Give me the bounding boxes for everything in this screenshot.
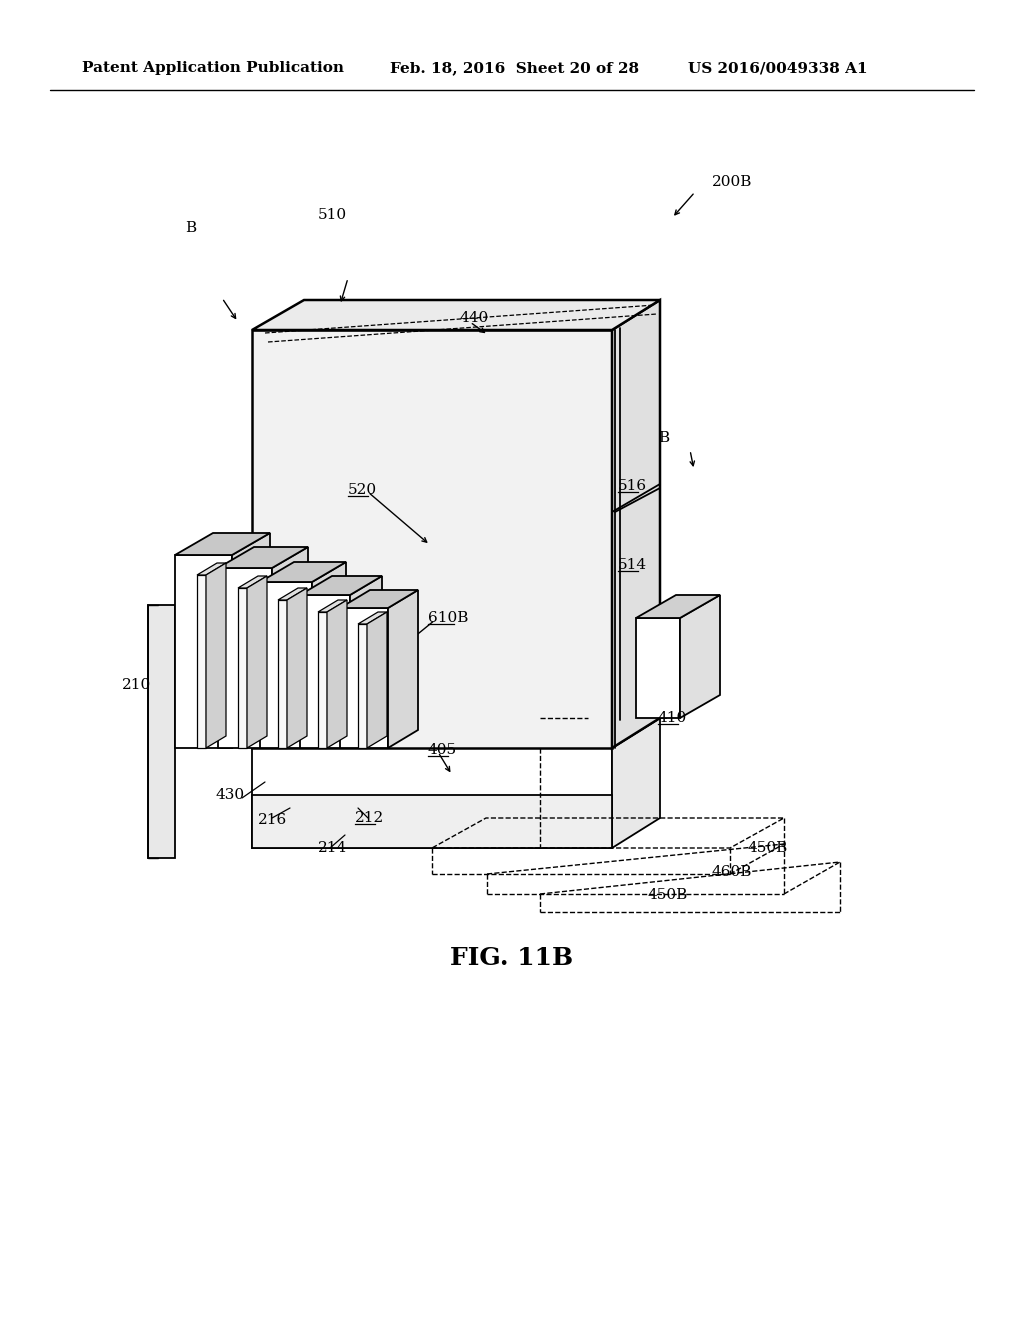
Text: 216: 216 [258, 813, 288, 828]
Text: 200B: 200B [712, 176, 753, 189]
Text: 450B: 450B [748, 841, 788, 855]
Text: 510: 510 [318, 209, 347, 222]
Polygon shape [350, 576, 382, 748]
Polygon shape [287, 587, 307, 748]
Text: Feb. 18, 2016  Sheet 20 of 28: Feb. 18, 2016 Sheet 20 of 28 [390, 61, 639, 75]
Polygon shape [252, 748, 612, 847]
Text: 405: 405 [428, 743, 457, 756]
Polygon shape [260, 582, 312, 748]
Polygon shape [358, 612, 387, 624]
Polygon shape [252, 330, 612, 748]
Polygon shape [197, 576, 206, 748]
Polygon shape [318, 612, 327, 748]
Polygon shape [300, 595, 350, 748]
Text: FIG. 11B: FIG. 11B [451, 946, 573, 970]
Text: 450B: 450B [648, 888, 688, 902]
Text: US 2016/0049338 A1: US 2016/0049338 A1 [688, 61, 867, 75]
Polygon shape [636, 618, 680, 718]
Polygon shape [278, 587, 307, 601]
Polygon shape [232, 533, 270, 748]
Text: 410: 410 [658, 711, 687, 725]
Polygon shape [612, 718, 660, 847]
Polygon shape [318, 601, 347, 612]
Polygon shape [175, 533, 270, 554]
Polygon shape [197, 564, 226, 576]
Polygon shape [148, 605, 175, 858]
Text: 460B: 460B [712, 865, 753, 879]
Text: B: B [658, 432, 669, 445]
Polygon shape [247, 576, 267, 748]
Polygon shape [175, 554, 232, 748]
Polygon shape [238, 576, 267, 587]
Text: 514: 514 [618, 558, 647, 572]
Polygon shape [340, 609, 388, 748]
Text: B: B [185, 220, 197, 235]
Polygon shape [218, 546, 308, 568]
Text: 212: 212 [355, 810, 384, 825]
Polygon shape [272, 546, 308, 748]
Polygon shape [206, 564, 226, 748]
Polygon shape [388, 590, 418, 748]
Polygon shape [218, 568, 272, 748]
Polygon shape [252, 718, 660, 748]
Text: 430: 430 [215, 788, 244, 803]
Polygon shape [340, 590, 418, 609]
Polygon shape [252, 300, 660, 330]
Polygon shape [327, 601, 347, 748]
Polygon shape [358, 624, 367, 748]
Polygon shape [278, 601, 287, 748]
Text: 516: 516 [618, 479, 647, 492]
Text: 440: 440 [460, 312, 489, 325]
Polygon shape [680, 595, 720, 718]
Polygon shape [367, 612, 387, 748]
Text: 214: 214 [318, 841, 347, 855]
Text: 210: 210 [122, 678, 152, 692]
Polygon shape [636, 595, 720, 618]
Polygon shape [300, 576, 382, 595]
Polygon shape [312, 562, 346, 748]
Polygon shape [612, 300, 660, 748]
Polygon shape [252, 795, 612, 847]
Text: 610B: 610B [428, 611, 468, 624]
Polygon shape [260, 562, 346, 582]
Polygon shape [238, 587, 247, 748]
Text: 520: 520 [348, 483, 377, 498]
Text: Patent Application Publication: Patent Application Publication [82, 61, 344, 75]
